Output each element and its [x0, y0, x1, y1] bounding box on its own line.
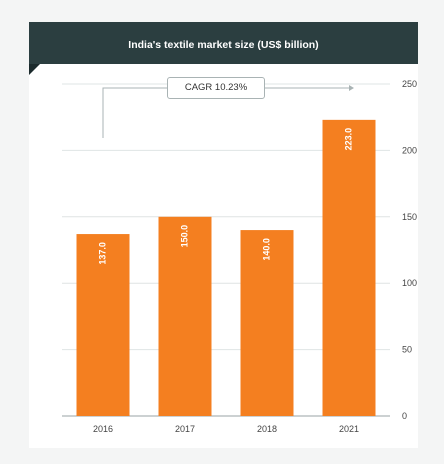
y-tick-label: 0 — [402, 411, 407, 421]
y-axis-ticks: 0 50 100 150 200 250 — [402, 79, 417, 421]
cagr-arrowhead — [349, 85, 354, 91]
cagr-connector — [102, 85, 354, 138]
bar-value-labels: 137.0 150.0 140.0 223.0 — [97, 128, 353, 265]
x-axis-labels: 2016 2017 2018 2021 — [93, 424, 359, 434]
chart-title: India's textile market size (US$ billion… — [128, 39, 319, 51]
y-tick-label: 100 — [402, 278, 417, 288]
bar-value-label: 223.0 — [343, 128, 353, 151]
title-banner-fold — [29, 64, 40, 75]
bar — [322, 119, 376, 416]
cagr-line-left — [102, 87, 167, 138]
x-tick-label: 2016 — [93, 424, 113, 434]
bar-value-label: 137.0 — [97, 242, 107, 265]
bar-value-label: 150.0 — [179, 225, 189, 248]
y-tick-label: 250 — [402, 79, 417, 89]
title-banner — [29, 22, 418, 64]
x-tick-label: 2021 — [339, 424, 359, 434]
bar-value-label: 140.0 — [261, 238, 271, 261]
x-tick-label: 2018 — [257, 424, 277, 434]
y-tick-label: 200 — [402, 145, 417, 155]
y-tick-label: 150 — [402, 212, 417, 222]
x-tick-label: 2017 — [175, 424, 195, 434]
bar — [240, 230, 294, 416]
bar — [76, 234, 130, 416]
y-tick-label: 50 — [402, 345, 412, 355]
bars — [76, 119, 376, 416]
bar — [158, 216, 212, 416]
cagr-annotation: CAGR 10.23% — [167, 77, 265, 99]
